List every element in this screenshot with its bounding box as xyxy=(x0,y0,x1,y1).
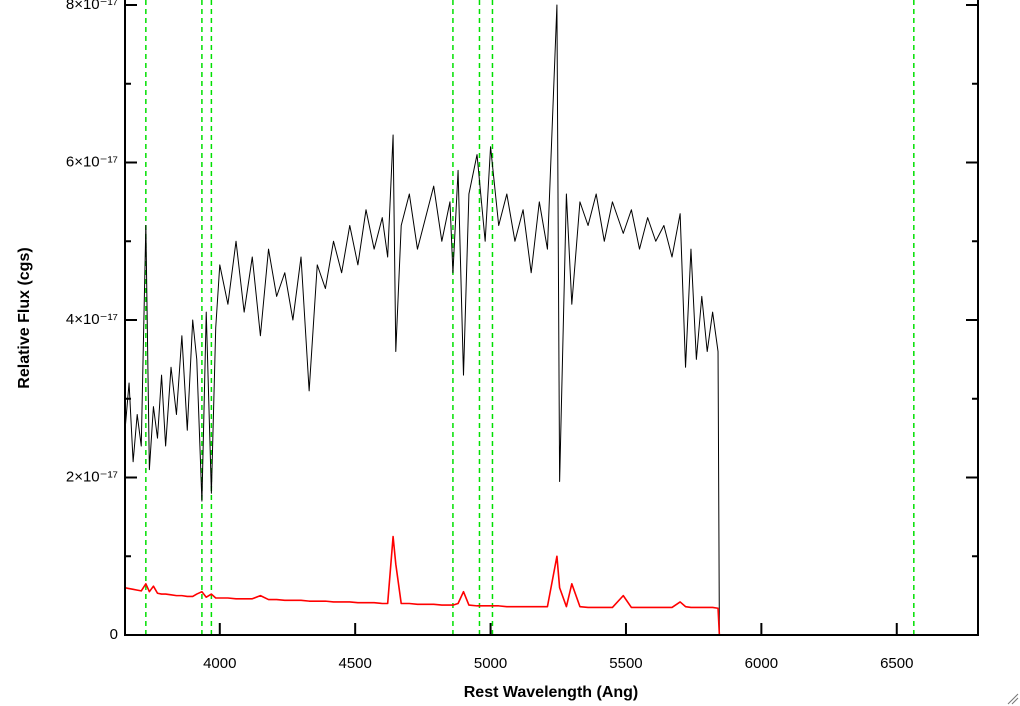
plot-frame xyxy=(124,0,979,636)
x-tick-label: 4000 xyxy=(203,655,236,672)
y-tick-label: 0 xyxy=(110,626,118,643)
y-tick-label: 6×10⁻¹⁷ xyxy=(66,153,118,170)
y-axis-title: Relative Flux (cgs) xyxy=(16,247,33,388)
y-tick-label: 4×10⁻¹⁷ xyxy=(66,311,118,328)
resize-grip xyxy=(1007,693,1019,705)
y-tick-label: 8×10⁻¹⁷ xyxy=(66,0,118,13)
y-tick-label: 2×10⁻¹⁷ xyxy=(66,468,118,485)
spectrum-line xyxy=(125,535,978,636)
x-tick-label: 5500 xyxy=(609,655,642,672)
x-tick-label: 6000 xyxy=(745,655,778,672)
x-tick-label: 4500 xyxy=(338,655,371,672)
spectrum-line xyxy=(125,4,978,636)
x-axis-title: Rest Wavelength (Ang) xyxy=(464,684,639,701)
x-tick-label: 6500 xyxy=(880,655,913,672)
plot-area xyxy=(125,0,978,636)
x-tick-label: 5000 xyxy=(474,655,507,672)
